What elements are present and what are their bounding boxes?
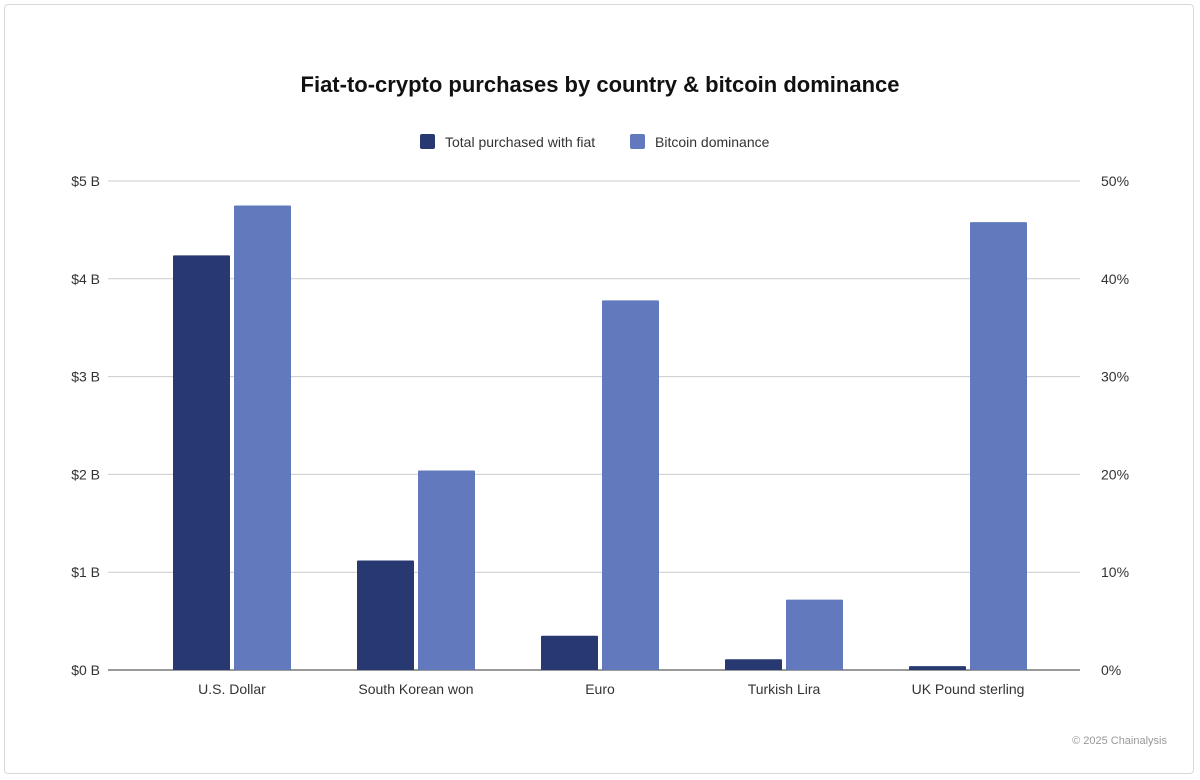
y-right-tick: 40% bbox=[1101, 271, 1129, 287]
y-left-tick: $3 B bbox=[71, 369, 100, 385]
y-right-tick: 0% bbox=[1101, 662, 1121, 678]
y-left-tick: $2 B bbox=[71, 466, 100, 482]
legend-swatch bbox=[630, 134, 645, 149]
y-left-tick: $1 B bbox=[71, 564, 100, 580]
legend-swatch bbox=[420, 134, 435, 149]
legend-label: Total purchased with fiat bbox=[445, 134, 595, 150]
legend-label: Bitcoin dominance bbox=[655, 134, 770, 150]
credit: © 2025 Chainalysis bbox=[1072, 735, 1167, 747]
bar-btc-dominance bbox=[602, 300, 659, 670]
bars bbox=[173, 205, 1027, 671]
bar-fiat bbox=[909, 666, 966, 670]
bar-btc-dominance bbox=[970, 222, 1027, 671]
bar-fiat bbox=[173, 255, 230, 670]
x-tick: Turkish Lira bbox=[748, 681, 821, 697]
bar-fiat bbox=[541, 635, 598, 670]
y-right-tick: 10% bbox=[1101, 564, 1129, 580]
legend: Total purchased with fiat Bitcoin dominan… bbox=[420, 134, 770, 150]
x-tick: U.S. Dollar bbox=[198, 681, 266, 697]
chart-title: Fiat-to-crypto purchases by country & bi… bbox=[301, 72, 900, 97]
y-left-tick: $5 B bbox=[71, 173, 100, 189]
y-right-tick: 50% bbox=[1101, 173, 1129, 189]
x-tick: Euro bbox=[585, 681, 615, 697]
x-tick: UK Pound sterling bbox=[912, 681, 1025, 697]
y-left-tick: $4 B bbox=[71, 271, 100, 287]
x-axis-labels: U.S. Dollar South Korean won Euro Turkish L… bbox=[198, 681, 1024, 697]
y-left-tick: $0 B bbox=[71, 662, 100, 678]
bar-fiat bbox=[725, 659, 782, 670]
y-right-tick: 30% bbox=[1101, 369, 1129, 385]
x-tick: South Korean won bbox=[358, 681, 473, 697]
y-right-tick: 20% bbox=[1101, 466, 1129, 482]
bar-btc-dominance bbox=[418, 470, 475, 670]
bar-fiat bbox=[357, 560, 414, 670]
bar-btc-dominance bbox=[234, 205, 291, 670]
chart-frame bbox=[4, 4, 1194, 774]
bar-btc-dominance bbox=[786, 599, 843, 670]
